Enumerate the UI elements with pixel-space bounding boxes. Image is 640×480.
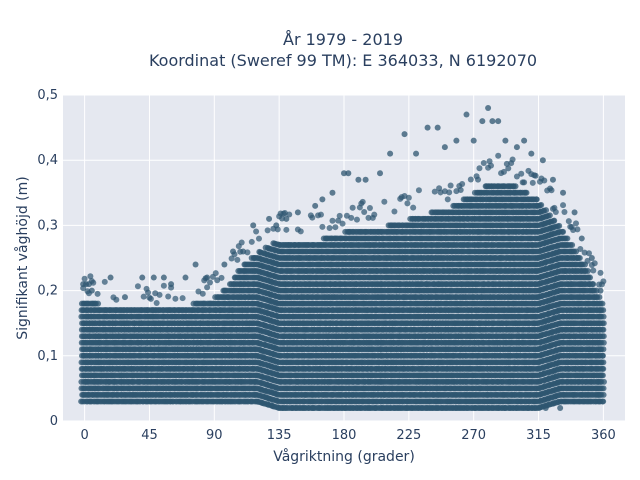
data-point bbox=[405, 194, 412, 201]
data-point bbox=[371, 211, 378, 218]
data-point bbox=[94, 290, 101, 297]
data-point bbox=[179, 295, 186, 302]
data-point bbox=[113, 296, 120, 303]
data-point bbox=[283, 226, 290, 233]
data-point bbox=[255, 235, 262, 242]
data-point bbox=[297, 228, 304, 235]
data-point bbox=[264, 227, 271, 234]
data-point bbox=[319, 223, 326, 230]
data-point bbox=[317, 211, 324, 218]
data-point bbox=[147, 295, 154, 302]
data-point bbox=[95, 300, 102, 307]
data-point bbox=[140, 293, 147, 300]
data-point bbox=[81, 275, 88, 282]
data-point bbox=[204, 284, 211, 291]
data-point bbox=[238, 239, 245, 246]
data-point bbox=[253, 228, 260, 235]
data-point bbox=[361, 209, 368, 216]
data-point bbox=[234, 256, 241, 263]
data-point bbox=[199, 290, 206, 297]
data-point bbox=[332, 224, 339, 231]
data-point bbox=[336, 212, 343, 219]
data-point bbox=[218, 274, 225, 281]
data-point bbox=[359, 198, 366, 205]
data-point bbox=[165, 293, 172, 300]
data-point bbox=[349, 204, 356, 211]
chart-subtitle: Koordinat (Sweref 99 TM): E 364033, N 61… bbox=[149, 51, 537, 70]
data-point bbox=[326, 224, 333, 231]
data-point bbox=[309, 214, 316, 221]
data-point bbox=[212, 270, 219, 277]
data-point bbox=[156, 291, 163, 298]
data-point bbox=[329, 217, 336, 224]
data-points bbox=[78, 105, 607, 411]
data-point bbox=[366, 205, 373, 212]
data-point bbox=[134, 283, 141, 290]
data-point bbox=[206, 279, 213, 286]
data-point bbox=[339, 220, 346, 227]
data-point bbox=[391, 208, 398, 215]
data-point bbox=[348, 214, 355, 221]
chart-title: År 1979 - 2019 bbox=[283, 30, 403, 49]
data-point bbox=[101, 278, 108, 285]
data-point bbox=[172, 295, 179, 302]
data-point bbox=[404, 200, 411, 207]
data-point bbox=[353, 216, 360, 223]
data-point bbox=[87, 273, 94, 280]
data-point bbox=[153, 300, 160, 307]
data-point bbox=[145, 289, 152, 296]
data-point bbox=[248, 238, 255, 245]
data-point bbox=[160, 282, 167, 289]
data-point bbox=[381, 198, 388, 205]
